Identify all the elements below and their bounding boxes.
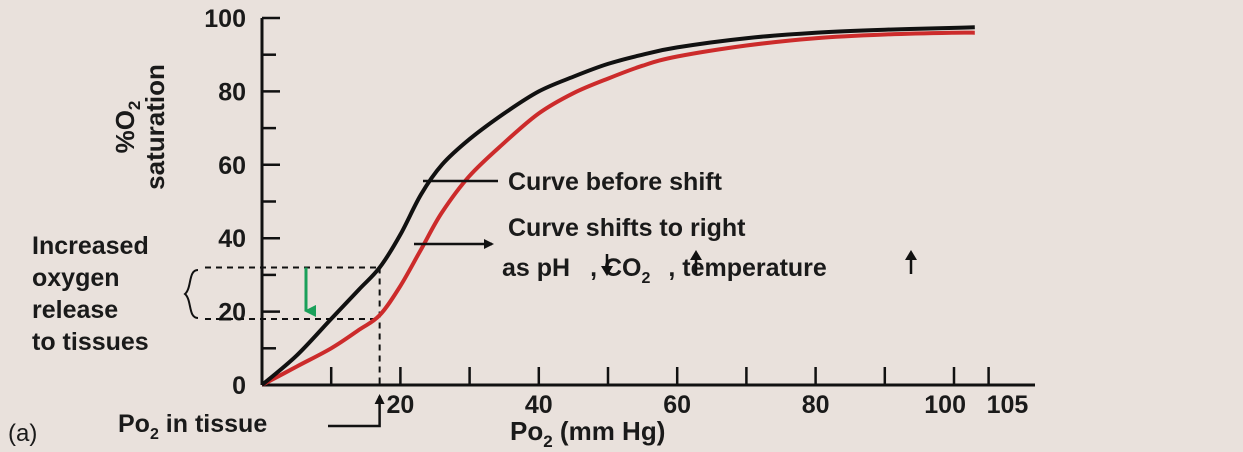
y-tick-label: 40 xyxy=(218,225,246,253)
before-shift-label: Curve before shift xyxy=(508,168,723,196)
x-tick-marks xyxy=(329,367,990,385)
axes: 0 20 40 60 80 100 20 40 60 80 100 105 xyxy=(204,5,1035,419)
y-tick-label: 0 xyxy=(232,372,246,400)
x-tick-labels: 20 40 60 80 100 105 xyxy=(386,391,1028,419)
y-axis-title: %O2 saturation xyxy=(110,64,170,190)
po2-tissue-pointer xyxy=(328,394,385,428)
increased-release-line: to tissues xyxy=(32,328,149,356)
x-tick-label: 60 xyxy=(663,391,691,419)
x-tick-label: 40 xyxy=(525,391,553,419)
panel-label: (a) xyxy=(8,420,37,447)
temperature-up-arrow-icon xyxy=(905,250,917,274)
increased-release-label: Increased oxygen release to tissues xyxy=(32,232,149,356)
y-tick-label: 20 xyxy=(218,299,246,327)
release-brace xyxy=(183,269,199,319)
curve-after-shift xyxy=(261,30,975,387)
po2-tissue-label: Po2 in tissue xyxy=(118,410,267,443)
y-tick-marks xyxy=(262,16,280,387)
y-tick-label: 100 xyxy=(204,5,246,33)
shift-label-line1: Curve shifts to right xyxy=(508,214,746,242)
ph-down-arrow-icon xyxy=(601,254,613,276)
shift-label-line2: as pH, CO2, temperature xyxy=(502,254,827,287)
y-tick-label: 80 xyxy=(218,78,246,106)
y-tick-label: 60 xyxy=(218,152,246,180)
y-axis-title-line1: %O2 xyxy=(110,101,144,154)
x-tick-label: 20 xyxy=(386,391,414,419)
increased-release-line: Increased xyxy=(32,232,149,260)
curve-before-shift xyxy=(260,25,975,387)
tissue-guides xyxy=(205,266,381,385)
co2-up-arrow-icon xyxy=(690,250,702,274)
increased-release-line: oxygen xyxy=(32,264,120,292)
y-axis-title-line2: saturation xyxy=(140,64,170,190)
x-tick-label: 80 xyxy=(802,391,830,419)
x-tick-label: 105 xyxy=(987,391,1029,419)
x-tick-label: 100 xyxy=(924,391,966,419)
x-axis-title: Po2 (mm Hg) xyxy=(510,416,665,451)
increased-release-line: release xyxy=(32,296,118,324)
y-tick-labels: 0 20 40 60 80 100 xyxy=(204,5,246,400)
